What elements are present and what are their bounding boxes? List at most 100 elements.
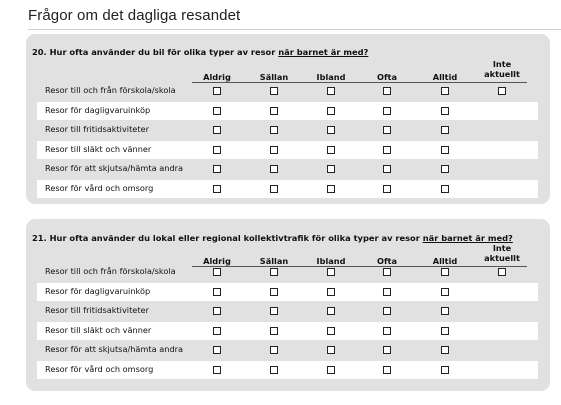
answer-checkbox[interactable] (270, 307, 278, 315)
answer-checkbox[interactable] (383, 165, 391, 173)
question-21-box: 21. Hur ofta använder du lokal eller reg… (26, 219, 550, 391)
question-text-emphasis: när barnet är med? (422, 233, 513, 243)
row-label: Resor för dagligvaruinköp (45, 285, 151, 296)
answer-checkbox[interactable] (327, 126, 335, 134)
answer-checkbox[interactable] (441, 126, 449, 134)
table-row: Resor för dagligvaruinköp (37, 101, 538, 120)
answer-checkbox[interactable] (327, 87, 335, 95)
answer-checkbox[interactable] (213, 87, 221, 95)
answer-checkbox[interactable] (383, 184, 391, 193)
column-header: Sällan (259, 256, 289, 266)
question-20-box: 20. Hur ofta använder du bil för olika t… (26, 34, 550, 204)
answer-checkbox[interactable] (498, 268, 506, 276)
column-header: Ofta (377, 256, 397, 266)
answer-checkbox[interactable] (270, 106, 278, 115)
question-text: Hur ofta använder du bil för olika typer… (49, 47, 279, 57)
answer-checkbox[interactable] (441, 326, 449, 335)
question-number: 21. (32, 233, 50, 243)
answer-checkbox[interactable] (270, 126, 278, 134)
answer-checkbox[interactable] (441, 165, 449, 173)
column-header: Aldrig (203, 256, 231, 266)
answer-checkbox[interactable] (270, 184, 278, 193)
question-text-emphasis: när barnet är med? (278, 47, 369, 57)
row-label: Resor till fritidsaktiviteter (45, 124, 149, 134)
answer-checkbox[interactable] (327, 326, 335, 335)
answer-checkbox[interactable] (441, 268, 449, 276)
question-text: Hur ofta använder du lokal eller regiona… (49, 233, 423, 243)
answer-checkbox[interactable] (441, 145, 449, 154)
answer-checkbox[interactable] (383, 326, 391, 335)
answer-checkbox[interactable] (270, 87, 278, 95)
answer-checkbox[interactable] (327, 184, 335, 193)
row-label: Resor till fritidsaktiviteter (45, 305, 149, 315)
answer-checkbox[interactable] (383, 145, 391, 154)
row-label: Resor för vård och omsorg (45, 182, 154, 193)
answer-checkbox[interactable] (213, 106, 221, 115)
answer-checkbox[interactable] (383, 307, 391, 315)
answer-checkbox[interactable] (327, 365, 335, 374)
answer-checkbox[interactable] (213, 287, 221, 296)
answer-checkbox[interactable] (213, 268, 221, 276)
answer-checkbox[interactable] (270, 268, 278, 276)
answer-checkbox[interactable] (383, 346, 391, 354)
answer-checkbox[interactable] (441, 106, 449, 115)
answer-checkbox[interactable] (327, 346, 335, 354)
answer-checkbox[interactable] (383, 106, 391, 115)
answer-checkbox[interactable] (441, 346, 449, 354)
answer-checkbox[interactable] (498, 87, 506, 95)
answer-checkbox[interactable] (327, 145, 335, 154)
answer-checkbox[interactable] (213, 307, 221, 315)
answer-checkbox[interactable] (383, 287, 391, 296)
question-title: 20. Hur ofta använder du bil för olika t… (32, 47, 368, 57)
row-label: Resor till släkt och vänner (45, 143, 152, 154)
answer-checkbox[interactable] (270, 287, 278, 296)
row-label: Resor till släkt och vänner (45, 324, 152, 335)
table-row: Resor till fritidsaktiviteter (37, 121, 538, 139)
question-number: 20. (32, 47, 50, 57)
answer-checkbox[interactable] (441, 287, 449, 296)
answer-checkbox[interactable] (383, 87, 391, 95)
column-header: Aldrig (203, 72, 231, 82)
column-header: Inte aktuellt (484, 243, 520, 263)
row-label: Resor för att skjutsa/hämta andra (45, 344, 184, 354)
table-row: Resor till fritidsaktiviteter (37, 302, 538, 320)
title-divider (28, 29, 561, 30)
answer-checkbox[interactable] (383, 268, 391, 276)
column-header: Sällan (259, 72, 289, 82)
answer-checkbox[interactable] (327, 268, 335, 276)
row-label: Resor för vård och omsorg (45, 363, 154, 374)
answer-checkbox[interactable] (270, 326, 278, 335)
answer-checkbox[interactable] (213, 184, 221, 193)
column-header: Ofta (377, 72, 397, 82)
answer-checkbox[interactable] (270, 145, 278, 154)
column-header: Ibland (316, 72, 346, 82)
answer-checkbox[interactable] (213, 346, 221, 354)
answer-checkbox[interactable] (383, 365, 391, 374)
answer-checkbox[interactable] (327, 307, 335, 315)
answer-checkbox[interactable] (327, 287, 335, 296)
answer-checkbox[interactable] (213, 126, 221, 134)
answer-checkbox[interactable] (270, 346, 278, 354)
table-row: Resor för att skjutsa/hämta andra (37, 160, 538, 178)
answer-checkbox[interactable] (270, 365, 278, 374)
row-label: Resor till och från förskola/skola (45, 266, 176, 276)
answer-checkbox[interactable] (270, 165, 278, 173)
table-row: Resor för vård och omsorg (37, 179, 538, 198)
answer-checkbox[interactable] (213, 145, 221, 154)
answer-checkbox[interactable] (441, 87, 449, 95)
answer-checkbox[interactable] (383, 126, 391, 134)
page-title: Frågor om det dagliga resandet (28, 7, 241, 24)
answer-checkbox[interactable] (213, 326, 221, 335)
answer-checkbox[interactable] (327, 106, 335, 115)
answer-checkbox[interactable] (441, 365, 449, 374)
table-row: Resor till och från förskola/skola (37, 82, 538, 100)
answer-checkbox[interactable] (441, 184, 449, 193)
answer-checkbox[interactable] (213, 165, 221, 173)
table-row: Resor till släkt och vänner (37, 140, 538, 159)
answer-checkbox[interactable] (327, 165, 335, 173)
answer-checkbox[interactable] (213, 365, 221, 374)
table-row: Resor till släkt och vänner (37, 321, 538, 340)
column-header: Ibland (316, 256, 346, 266)
row-label: Resor till och från förskola/skola (45, 85, 176, 95)
answer-checkbox[interactable] (441, 307, 449, 315)
